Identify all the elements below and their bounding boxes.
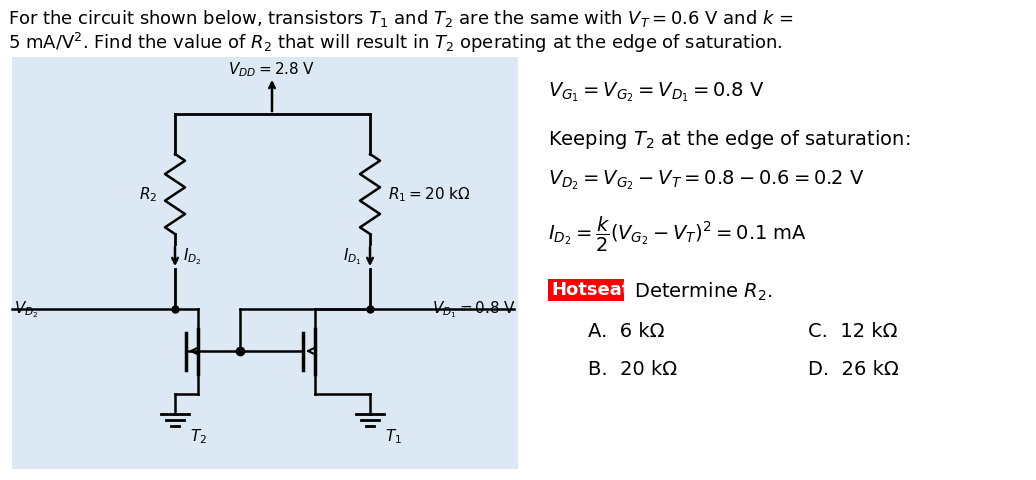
Text: A.  6 kΩ: A. 6 kΩ <box>588 321 664 340</box>
Text: 5 mA/V$^2$. Find the value of $R_2$ that will result in $T_2$ operating at the e: 5 mA/V$^2$. Find the value of $R_2$ that… <box>8 31 782 55</box>
Text: Keeping $T_2$ at the edge of saturation:: Keeping $T_2$ at the edge of saturation: <box>548 128 911 151</box>
Text: D.  26 kΩ: D. 26 kΩ <box>808 359 899 378</box>
Text: $I_{D_2} = \dfrac{k}{2}\left(V_{G_2} - V_T\right)^2 = 0.1$ mA: $I_{D_2} = \dfrac{k}{2}\left(V_{G_2} - V… <box>548 215 807 253</box>
Text: $T_2$: $T_2$ <box>190 426 207 445</box>
Text: $R_1 = 20$ kΩ: $R_1 = 20$ kΩ <box>388 185 470 204</box>
Text: $I_{D_2}$: $I_{D_2}$ <box>183 246 202 267</box>
Text: $V_{DD} = 2.8$ V: $V_{DD} = 2.8$ V <box>229 60 316 79</box>
Text: $V_{G_1} = V_{G_2} = V_{D_1} = 0.8$ V: $V_{G_1} = V_{G_2} = V_{D_1} = 0.8$ V <box>548 80 765 103</box>
Text: $T_1$: $T_1$ <box>385 426 402 445</box>
Text: B.  20 kΩ: B. 20 kΩ <box>588 359 678 378</box>
Text: Determine $R_2$.: Determine $R_2$. <box>628 280 773 303</box>
Text: $R_2$: $R_2$ <box>139 185 157 204</box>
Text: $V_{D_2} = V_{G_2} - V_T = 0.8 - 0.6 = 0.2$ V: $V_{D_2} = V_{G_2} - V_T = 0.8 - 0.6 = 0… <box>548 168 864 191</box>
Text: $V_{D_2}$: $V_{D_2}$ <box>15 299 38 320</box>
Text: For the circuit shown below, transistors $T_1$ and $T_2$ are the same with $V_T : For the circuit shown below, transistors… <box>8 8 794 29</box>
FancyBboxPatch shape <box>548 279 624 301</box>
Text: $I_{D_1}$: $I_{D_1}$ <box>343 246 362 267</box>
Text: C.  12 kΩ: C. 12 kΩ <box>808 321 897 340</box>
Text: $V_{D_1} = 0.8$ V: $V_{D_1} = 0.8$ V <box>432 299 516 320</box>
FancyBboxPatch shape <box>12 58 518 469</box>
Text: Hotseat:: Hotseat: <box>551 280 637 299</box>
